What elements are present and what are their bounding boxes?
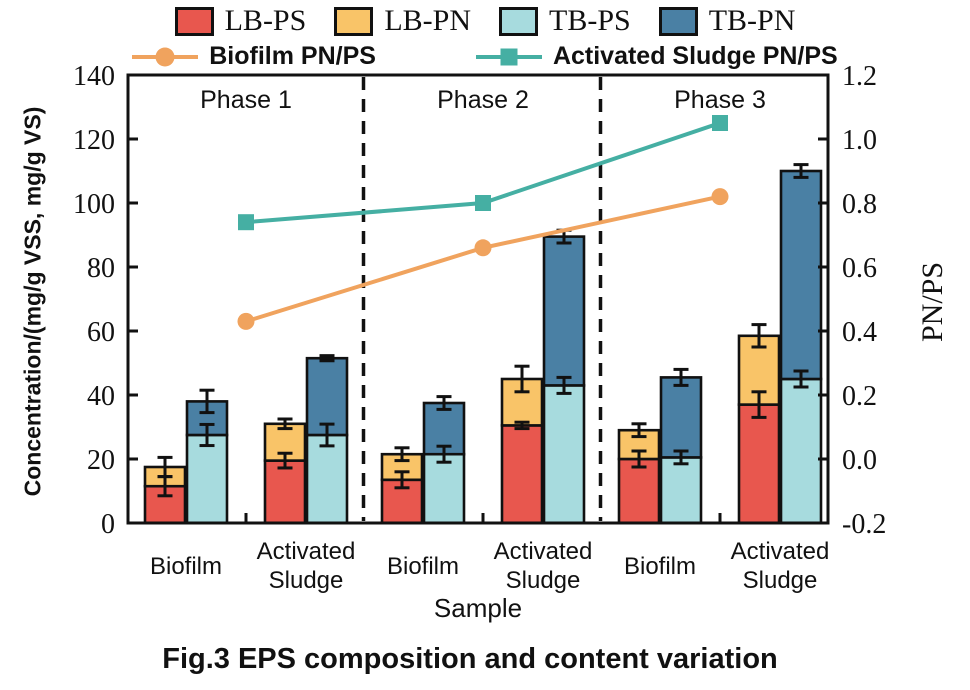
- right-tick-label: 1.0: [842, 125, 877, 156]
- error-bar: [436, 444, 452, 464]
- plot-frame: [126, 73, 830, 525]
- bar-LB-PS: [617, 457, 661, 525]
- left-tick-label: 120: [73, 125, 115, 156]
- left-tick-label: 20: [87, 445, 115, 476]
- right-axis-title: PN/PS: [916, 261, 949, 343]
- square-marker: [238, 214, 254, 231]
- error-bar: [319, 354, 335, 363]
- error-bar: [514, 420, 530, 431]
- legend-label: LB-PS: [224, 4, 307, 37]
- right-tick-label: 0.8: [842, 189, 877, 220]
- figure-caption: Fig.3 EPS composition and content variat…: [162, 643, 778, 675]
- phase-label: Phase 1: [200, 86, 292, 114]
- legend-line-sample: [132, 47, 199, 67]
- sample-label: Activated Sludge: [730, 538, 830, 595]
- left-tick-label: 0: [101, 509, 115, 540]
- legend-item-LB-PN: LB-PN: [334, 6, 471, 36]
- legend-swatch: [658, 6, 698, 36]
- bar-TB-PS: [659, 456, 703, 525]
- error-bar: [319, 422, 335, 448]
- legend-label: Activated Sludge PN/PS: [552, 42, 838, 70]
- legend-label: TB-PS: [549, 4, 631, 37]
- error-bar: [277, 451, 293, 470]
- legend-swatch: [334, 6, 374, 36]
- error-bar: [157, 455, 173, 479]
- phase-label: Phase 2: [437, 86, 529, 114]
- bar-TB-PS: [185, 433, 229, 525]
- circle-marker: [711, 188, 729, 206]
- bar-LB-PS: [263, 459, 307, 525]
- left-axis-title: Concentration/(mg/g VSS, mg/g VS): [19, 106, 46, 497]
- right-tick-label: 1.2: [842, 61, 877, 92]
- error-bar: [556, 375, 572, 395]
- legend-swatch: [499, 6, 538, 36]
- right-tick-label: 0.4: [842, 317, 877, 348]
- phase-label: Phase 3: [674, 86, 766, 114]
- sample-label: Biofilm: [623, 553, 696, 580]
- circle-icon: [155, 47, 175, 66]
- sample-label: Biofilm: [149, 553, 222, 580]
- left-tick-label: 140: [73, 61, 115, 92]
- sample-label: Activated Sludge: [493, 538, 593, 595]
- error-bar: [631, 422, 647, 439]
- bar-TB-PS: [779, 377, 823, 525]
- bar-TB-PN: [779, 169, 823, 381]
- circle-marker: [474, 239, 492, 257]
- error-bar: [277, 417, 293, 431]
- error-bar: [631, 449, 647, 469]
- bar-TB-PS: [305, 433, 349, 525]
- error-bar: [394, 470, 410, 490]
- square-marker: [712, 115, 728, 131]
- right-tick-label: -0.2: [842, 509, 886, 540]
- circle-marker: [237, 312, 255, 330]
- legend-item-LB-PS: LB-PS: [174, 4, 307, 37]
- legend-item-square: Activated Sludge PN/PS: [475, 42, 838, 70]
- sample-label: Activated Sludge: [256, 538, 356, 595]
- bar-TB-PN: [542, 235, 586, 387]
- left-tick-label: 60: [87, 317, 115, 348]
- square-marker: [475, 195, 491, 211]
- bar-TB-PN: [659, 376, 703, 459]
- legend-item-circle: Biofilm PN/PS: [132, 44, 376, 69]
- legend-bars: LB-PS LB-PN TB-PS TB-PN: [0, 6, 970, 36]
- legend-lines: Biofilm PN/PS Activated Sludge PN/PS: [0, 44, 970, 69]
- left-tick-label: 80: [87, 253, 115, 284]
- legend-swatch: [174, 6, 214, 36]
- bar-TB-PS: [542, 384, 586, 525]
- left-tick-label: 100: [73, 189, 115, 220]
- bar-TB-PS: [422, 452, 466, 525]
- legend-label: LB-PN: [384, 4, 471, 37]
- legend-item-TB-PN: TB-PN: [658, 4, 796, 37]
- error-bar: [673, 449, 689, 466]
- sample-label: Biofilm: [386, 553, 459, 580]
- bar-LB-PS: [500, 424, 544, 525]
- error-bar: [673, 367, 689, 387]
- error-bar: [751, 323, 767, 349]
- legend-line-sample: [475, 47, 542, 67]
- bar-LB-PS: [737, 403, 781, 525]
- square-icon: [500, 48, 518, 65]
- right-tick-label: 0.0: [842, 445, 877, 476]
- x-axis-title: Sample: [433, 593, 523, 623]
- legend-item-TB-PS: TB-PS: [499, 6, 631, 36]
- right-tick-label: 0.6: [842, 253, 877, 284]
- error-bar: [199, 388, 215, 415]
- left-tick-label: 40: [87, 381, 115, 412]
- error-bar: [751, 390, 767, 419]
- error-bar: [199, 422, 215, 448]
- error-bar: [436, 395, 452, 411]
- legend-label: Biofilm PN/PS: [209, 42, 376, 70]
- error-bar: [793, 163, 809, 179]
- error-bar: [514, 364, 530, 394]
- error-bar: [394, 446, 410, 463]
- right-tick-label: 0.2: [842, 381, 877, 412]
- error-bar: [793, 369, 809, 389]
- legend-label: TB-PN: [708, 4, 796, 37]
